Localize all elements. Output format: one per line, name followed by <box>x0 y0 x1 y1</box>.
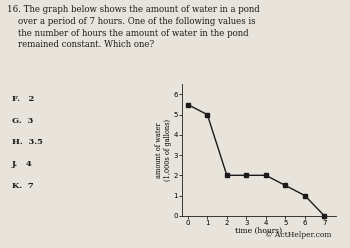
Y-axis label: amount of water
(1,000s of gallons): amount of water (1,000s of gallons) <box>155 119 172 181</box>
Text: K.  7: K. 7 <box>12 182 34 190</box>
Text: © ActHelper.com: © ActHelper.com <box>265 231 331 239</box>
X-axis label: time (hours): time (hours) <box>236 227 282 235</box>
Text: F.   2: F. 2 <box>12 95 34 103</box>
Text: 16. The graph below shows the amount of water in a pond
    over a period of 7 h: 16. The graph below shows the amount of … <box>7 5 260 49</box>
Text: G.  3: G. 3 <box>12 117 33 124</box>
Text: J.   4: J. 4 <box>12 160 33 168</box>
Text: H.  3.5: H. 3.5 <box>12 138 43 146</box>
